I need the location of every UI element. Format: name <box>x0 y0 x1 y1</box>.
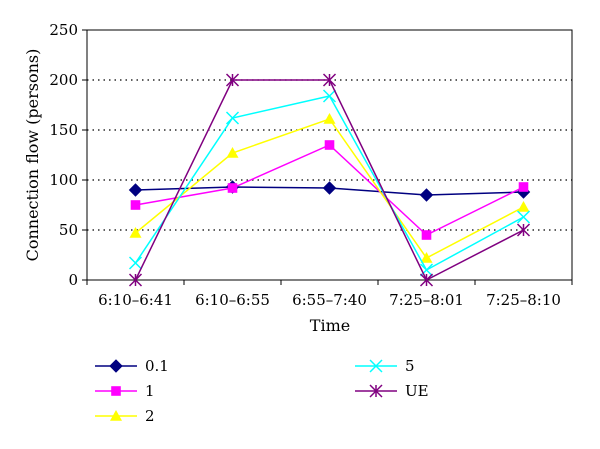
legend-item: UE <box>355 382 429 400</box>
data-point <box>518 182 529 192</box>
legend-marker <box>111 386 121 396</box>
data-point <box>225 73 240 87</box>
data-point <box>516 223 531 237</box>
y-tick-label: 250 <box>49 21 78 39</box>
series-0-1 <box>128 180 531 202</box>
series-group <box>128 73 531 287</box>
y-tick-label: 100 <box>49 171 78 189</box>
legend-marker <box>369 359 383 373</box>
legend-item: 1 <box>95 382 155 400</box>
data-point <box>420 252 433 263</box>
legend-marker <box>109 359 123 373</box>
legend-item: 2 <box>95 407 155 425</box>
legend-label: 1 <box>145 382 155 400</box>
x-tick-label: 6:55–7:40 <box>292 291 367 309</box>
y-axis-title: Connection flow (persons) <box>23 49 42 262</box>
y-tick-label: 0 <box>68 271 78 289</box>
x-tick-label: 6:10–6:55 <box>195 291 270 309</box>
legend: 0.1 1 2 5 UE <box>95 357 429 425</box>
grid-lines <box>87 79 572 231</box>
data-point <box>322 73 337 87</box>
y-tick-label: 200 <box>49 71 78 89</box>
data-point <box>419 263 434 277</box>
legend-label: UE <box>405 382 429 400</box>
data-point <box>225 111 240 125</box>
series-1 <box>130 140 529 240</box>
data-point <box>128 256 143 270</box>
x-tick-label: 7:25–8:10 <box>486 291 561 309</box>
data-point <box>226 147 239 158</box>
data-point <box>322 181 337 195</box>
data-point <box>419 273 434 287</box>
series-ue <box>128 73 531 287</box>
legend-label: 2 <box>145 407 155 425</box>
data-point <box>324 140 335 150</box>
data-point <box>129 227 142 238</box>
legend-marker <box>110 410 122 421</box>
x-axis-ticks: 6:10–6:41 6:10–6:55 6:55–7:40 7:25–8:01 7:25… <box>86 280 573 309</box>
data-point <box>517 201 530 212</box>
x-axis-title: Time <box>310 316 350 335</box>
x-tick-label: 7:25–8:01 <box>389 291 464 309</box>
data-point <box>421 230 432 240</box>
y-tick-label: 50 <box>59 221 78 239</box>
x-tick-label: 6:10–6:41 <box>98 291 173 309</box>
data-point <box>128 183 143 197</box>
data-point <box>130 200 141 210</box>
data-point <box>227 183 238 193</box>
plot-area <box>86 29 573 281</box>
series-2 <box>129 113 530 263</box>
y-axis-ticks: 0 50 100 150 200 250 <box>49 21 87 289</box>
y-tick-label: 150 <box>49 121 78 139</box>
data-point <box>323 113 336 124</box>
legend-item: 0.1 <box>95 357 169 375</box>
data-point <box>516 210 531 224</box>
data-point <box>322 89 337 103</box>
legend-item: 5 <box>355 357 415 375</box>
legend-label: 5 <box>405 357 415 375</box>
data-point <box>128 273 143 287</box>
series-5 <box>128 89 531 277</box>
legend-marker <box>369 384 383 398</box>
data-point <box>419 188 434 202</box>
legend-label: 0.1 <box>145 357 169 375</box>
